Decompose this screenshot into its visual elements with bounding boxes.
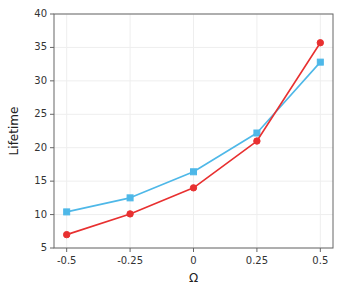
y-tick [50,47,54,48]
x-tick [130,248,131,252]
y-tick-label: 15 [34,175,47,186]
point-marker [317,59,323,65]
x-tick-label: 0 [190,255,196,266]
x-tick-label: -0.25 [117,255,143,266]
axes: 5 10 15 20 25 30 35 40 -0.5 -0.25 0 0.25 0.5 [34,8,333,266]
x-tick-label: -0.5 [57,255,77,266]
x-tick [193,248,194,252]
y-axis-label: Lifetime [7,107,21,156]
series [64,59,324,215]
y-tick [50,14,54,15]
y-tick [50,147,54,148]
x-tick [256,248,257,252]
point-marker [63,231,69,237]
y-tick [50,181,54,182]
point-marker [254,138,260,144]
x-tick-label: 0.5 [312,255,328,266]
x-tick [66,248,67,252]
point-marker [127,211,133,217]
y-tick-label: 10 [34,209,47,220]
x-tick-label: 0.25 [246,255,268,266]
point-marker [254,130,260,136]
y-tick-label: 35 [34,41,47,52]
point-marker [191,169,197,175]
chart-svg: 5 10 15 20 25 30 35 40 -0.5 -0.25 0 0.25 0.5 Ω Lifetim… [0,0,347,290]
y-tick [50,214,54,215]
x-grid-line [193,14,194,248]
series-line [67,62,321,212]
point-marker [190,185,196,191]
plot-frame [54,14,333,248]
x-axis-label: Ω [189,271,198,285]
point-marker [317,40,323,46]
y-tick-label: 20 [34,142,47,153]
y-tick [50,114,54,115]
y-tick-label: 25 [34,108,47,119]
point-marker [64,209,70,215]
y-tick [50,80,54,81]
plot-area [63,40,323,238]
x-grid-line [320,14,321,248]
y-tick-label: 40 [34,8,47,19]
y-tick [50,248,54,249]
series [63,40,323,238]
series-line [67,43,321,235]
x-tick [320,248,321,252]
chart-container: 5 10 15 20 25 30 35 40 -0.5 -0.25 0 0.25 0.5 Ω Lifetim… [0,0,347,290]
y-tick-label: 5 [41,242,47,253]
point-marker [127,195,133,201]
y-tick-label: 30 [34,75,47,86]
